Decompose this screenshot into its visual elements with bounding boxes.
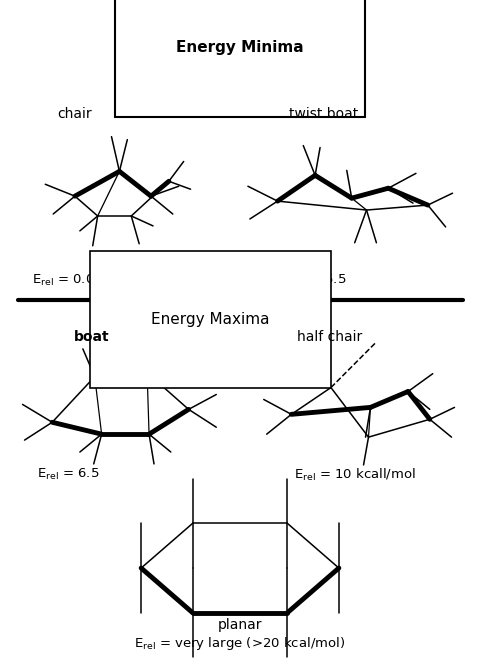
Text: $\mathregular{E_{rel}}$ = 10 kcall/mol: $\mathregular{E_{rel}}$ = 10 kcall/mol: [294, 467, 416, 483]
Text: $\mathregular{E_{rel}}$ = very large (>20 kcal/mol): $\mathregular{E_{rel}}$ = very large (>2…: [134, 636, 345, 652]
Text: $\mathregular{E_{rel}}$ = 0.0: $\mathregular{E_{rel}}$ = 0.0: [32, 272, 95, 288]
Text: CYCLOHEXANE CONFORMATIONS: CYCLOHEXANE CONFORMATIONS: [119, 21, 360, 35]
Text: half chair: half chair: [297, 330, 362, 344]
Text: chair: chair: [57, 107, 92, 121]
Text: boat: boat: [74, 330, 109, 344]
Text: $\mathregular{E_{rel}}$ = 5.5: $\mathregular{E_{rel}}$ = 5.5: [284, 272, 346, 288]
Text: planar: planar: [217, 617, 262, 632]
Text: $\mathregular{E_{rel}}$ = 6.5: $\mathregular{E_{rel}}$ = 6.5: [37, 467, 100, 482]
Text: twist boat: twist boat: [289, 107, 358, 121]
Text: Energy Minima: Energy Minima: [176, 40, 303, 56]
Text: Energy Maxima: Energy Maxima: [151, 312, 269, 327]
